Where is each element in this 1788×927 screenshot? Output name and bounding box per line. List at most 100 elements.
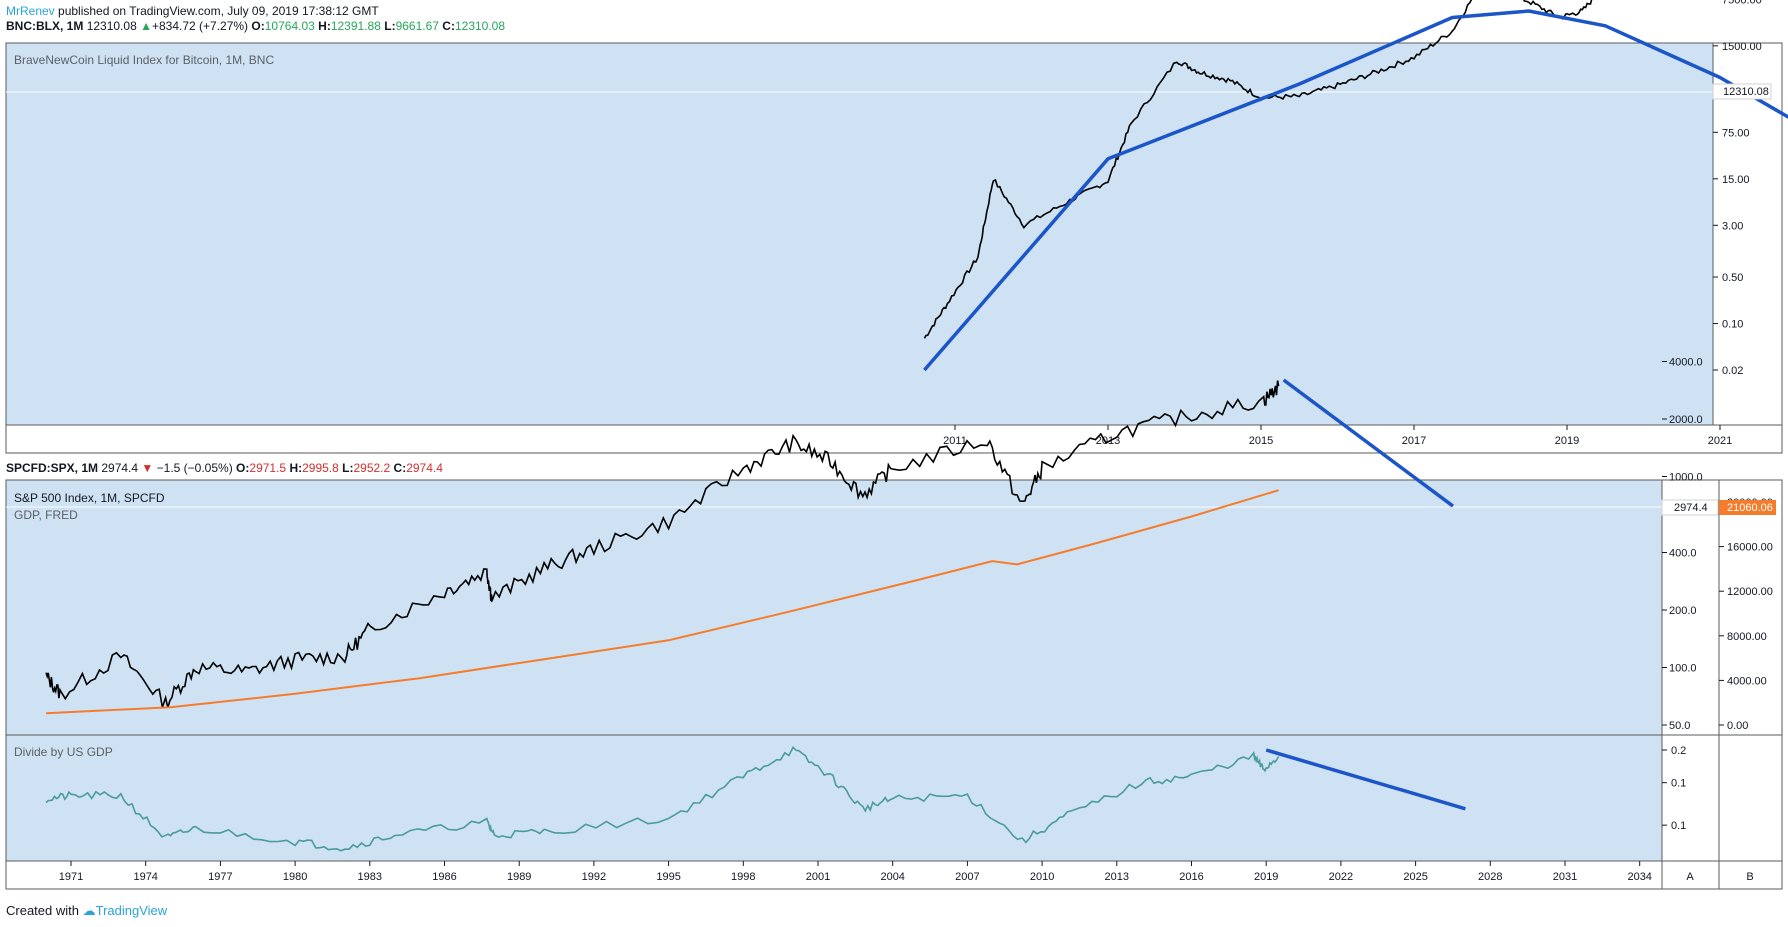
publish-info: MrRenev published on TradingView.com, Ju… xyxy=(6,4,379,18)
btc-o-label: O: xyxy=(251,19,265,33)
spx-c-label: C: xyxy=(393,461,407,475)
spx-y-tick-label: 100.0 xyxy=(1669,663,1697,675)
btc-x-tick-label: 2011 xyxy=(943,435,967,447)
btc-close: 12310.08 xyxy=(454,19,506,33)
scale-a-label: A xyxy=(1686,871,1694,883)
ratio-y-tick-label: 0.2 xyxy=(1671,745,1686,757)
spx-high: 2995.8 xyxy=(302,461,339,475)
gdp-pane-title: GDP, FRED xyxy=(14,508,78,522)
spx-projection-line xyxy=(1282,378,1454,508)
scale-b-label: B xyxy=(1746,871,1753,883)
spx-x-tick-label: 1980 xyxy=(283,871,307,883)
spx-low: 2952.2 xyxy=(353,461,391,475)
spx-l-label: L: xyxy=(342,461,354,475)
btc-x-tick-label: 2017 xyxy=(1402,435,1426,447)
spx-symbol[interactable]: SPCFD:SPX, 1M xyxy=(6,461,99,475)
spx-legend: SPCFD:SPX, 1M 2974.4 ▼ −1.5 (−0.05%) O: 2… xyxy=(6,461,443,475)
btc-symbol[interactable]: BNC:BLX, 1M xyxy=(6,19,84,33)
btc-y-tick-label: 0.10 xyxy=(1722,319,1743,331)
spx-x-tick-label: 1974 xyxy=(133,871,157,883)
ratio-line xyxy=(45,745,1280,852)
gdp-last-price-tag xyxy=(1719,500,1776,515)
btc-y-ticks: 110000.0030000.007500.001500.00300.0075.… xyxy=(1713,0,1762,377)
spx-down-arrow-icon: ▼ xyxy=(141,461,154,475)
spx-left-price-scale[interactable] xyxy=(1661,479,1720,736)
spx-x-tick-label: 1986 xyxy=(432,871,456,883)
spx-pane-title: S&P 500 Index, 1M, SPCFD xyxy=(14,491,165,505)
ratio-plot-area[interactable] xyxy=(5,734,1720,862)
btc-projection-curve xyxy=(923,9,1788,372)
spx-x-tick-label: 2016 xyxy=(1179,871,1203,883)
btc-last-price-label: 12310.08 xyxy=(1723,86,1769,98)
ratio-price-scale[interactable] xyxy=(1661,734,1720,862)
spx-x-tick-label: 2007 xyxy=(955,871,979,883)
spx-close: 2974.4 xyxy=(406,461,443,475)
btc-up-arrow-icon: ▲ xyxy=(140,19,152,33)
btc-x-tick-label: 2021 xyxy=(1708,435,1732,447)
ratio-series xyxy=(45,745,1466,852)
tradingview-brand[interactable]: TradingView xyxy=(95,903,168,918)
btc-change: +834.72 (+7.27%) xyxy=(151,19,249,33)
btc-last-price-tag xyxy=(1712,83,1772,100)
spx-pane[interactable]: S&P 500 Index, 1M, SPCFD GDP, FRED 4000.… xyxy=(5,357,1783,736)
btc-l-label: L: xyxy=(384,19,396,33)
ratio-y-tick-label: 0.1 xyxy=(1671,820,1686,832)
published-text: published on TradingView.com, July 09, 2… xyxy=(58,4,379,18)
spx-last: 2974.4 xyxy=(101,461,139,475)
btc-h-label: H: xyxy=(318,19,331,33)
ratio-pane[interactable]: Divide by US GDP 0.20.10.1 A B 1971 1974 1… xyxy=(5,734,1783,890)
spx-x-tick-label: 1971 xyxy=(59,871,83,883)
spx-plot-area[interactable] xyxy=(5,479,1720,736)
spx-y-tick-label: 50.0 xyxy=(1669,720,1690,732)
btc-y-tick-label: 1500.00 xyxy=(1722,41,1762,53)
footer: Created with ☁TradingView xyxy=(6,903,167,919)
tradingview-logo-icon[interactable]: ☁ xyxy=(82,903,96,918)
ratio-y-tick-label: 0.1 xyxy=(1671,778,1686,790)
spx-right-price-scale[interactable] xyxy=(1718,479,1783,736)
btc-y-tick-label: 0.02 xyxy=(1722,365,1743,377)
spx-change: −1.5 (−0.05%) xyxy=(156,461,233,475)
spx-price-line xyxy=(45,380,1280,708)
spx-x-tick-label: 1977 xyxy=(208,871,232,883)
spx-h-label: H: xyxy=(289,461,303,475)
spx-y-tick-label: 200.0 xyxy=(1669,605,1697,617)
spx-x-tick-label: 1983 xyxy=(358,871,382,883)
spx-series xyxy=(45,378,1454,715)
created-with-text: Created with xyxy=(6,903,79,918)
spx-x-tick-label: 2025 xyxy=(1403,871,1427,883)
spx-x-tick-label: 2019 xyxy=(1254,871,1278,883)
btc-pane-title: BraveNewCoin Liquid Index for Bitcoin, 1… xyxy=(14,53,274,67)
spx-y-tick-label: 1000.0 xyxy=(1669,472,1703,484)
btc-series xyxy=(923,0,1788,372)
gdp-line xyxy=(46,489,1279,715)
author-link[interactable]: MrRenev xyxy=(6,4,55,18)
btc-y-tick-label: 7500.00 xyxy=(1722,0,1762,6)
spx-y-tick-label: 4000.0 xyxy=(1669,357,1703,369)
ratio-projection-line xyxy=(1265,748,1466,811)
spx-x-tick-label: 2010 xyxy=(1030,871,1054,883)
spx-x-tick-label: 2031 xyxy=(1553,871,1577,883)
spx-y-tick-label: 400.0 xyxy=(1669,548,1697,560)
gdp-y-tick-label: 8000.00 xyxy=(1727,631,1767,643)
gdp-y-tick-label: 16000.00 xyxy=(1727,542,1773,554)
spx-x-tick-label: 1998 xyxy=(731,871,755,883)
spx-last-price-tag xyxy=(1661,499,1719,516)
spx-x-tick-label: 1992 xyxy=(582,871,606,883)
btc-time-scale[interactable] xyxy=(5,424,1783,454)
spx-time-scale[interactable] xyxy=(5,860,1783,890)
spx-o-label: O: xyxy=(236,461,250,475)
spx-x-tick-label: 2034 xyxy=(1627,871,1651,883)
btc-y-tick-label: 75.00 xyxy=(1722,127,1750,139)
btc-open: 10764.03 xyxy=(264,19,315,33)
btc-plot-area[interactable] xyxy=(5,42,1714,426)
gdp-y-tick-label: 0.00 xyxy=(1727,720,1748,732)
spx-y-ticks-left: 4000.0 2000.0 1000.0 400.0 200.0 100.0 50.0 xyxy=(1662,357,1703,732)
btc-legend: BNC:BLX, 1M 12310.08 ▲+834.72 (+7.27%) O… xyxy=(6,19,505,33)
gdp-y-tick-label: 4000.00 xyxy=(1727,675,1767,687)
spx-last-price-label: 2974.4 xyxy=(1674,502,1708,514)
btc-last: 12310.08 xyxy=(86,19,137,33)
btc-pane[interactable]: BraveNewCoin Liquid Index for Bitcoin, 1… xyxy=(5,0,1788,454)
spx-x-tick-label: 1989 xyxy=(507,871,531,883)
spx-x-tick-label: 2013 xyxy=(1105,871,1129,883)
